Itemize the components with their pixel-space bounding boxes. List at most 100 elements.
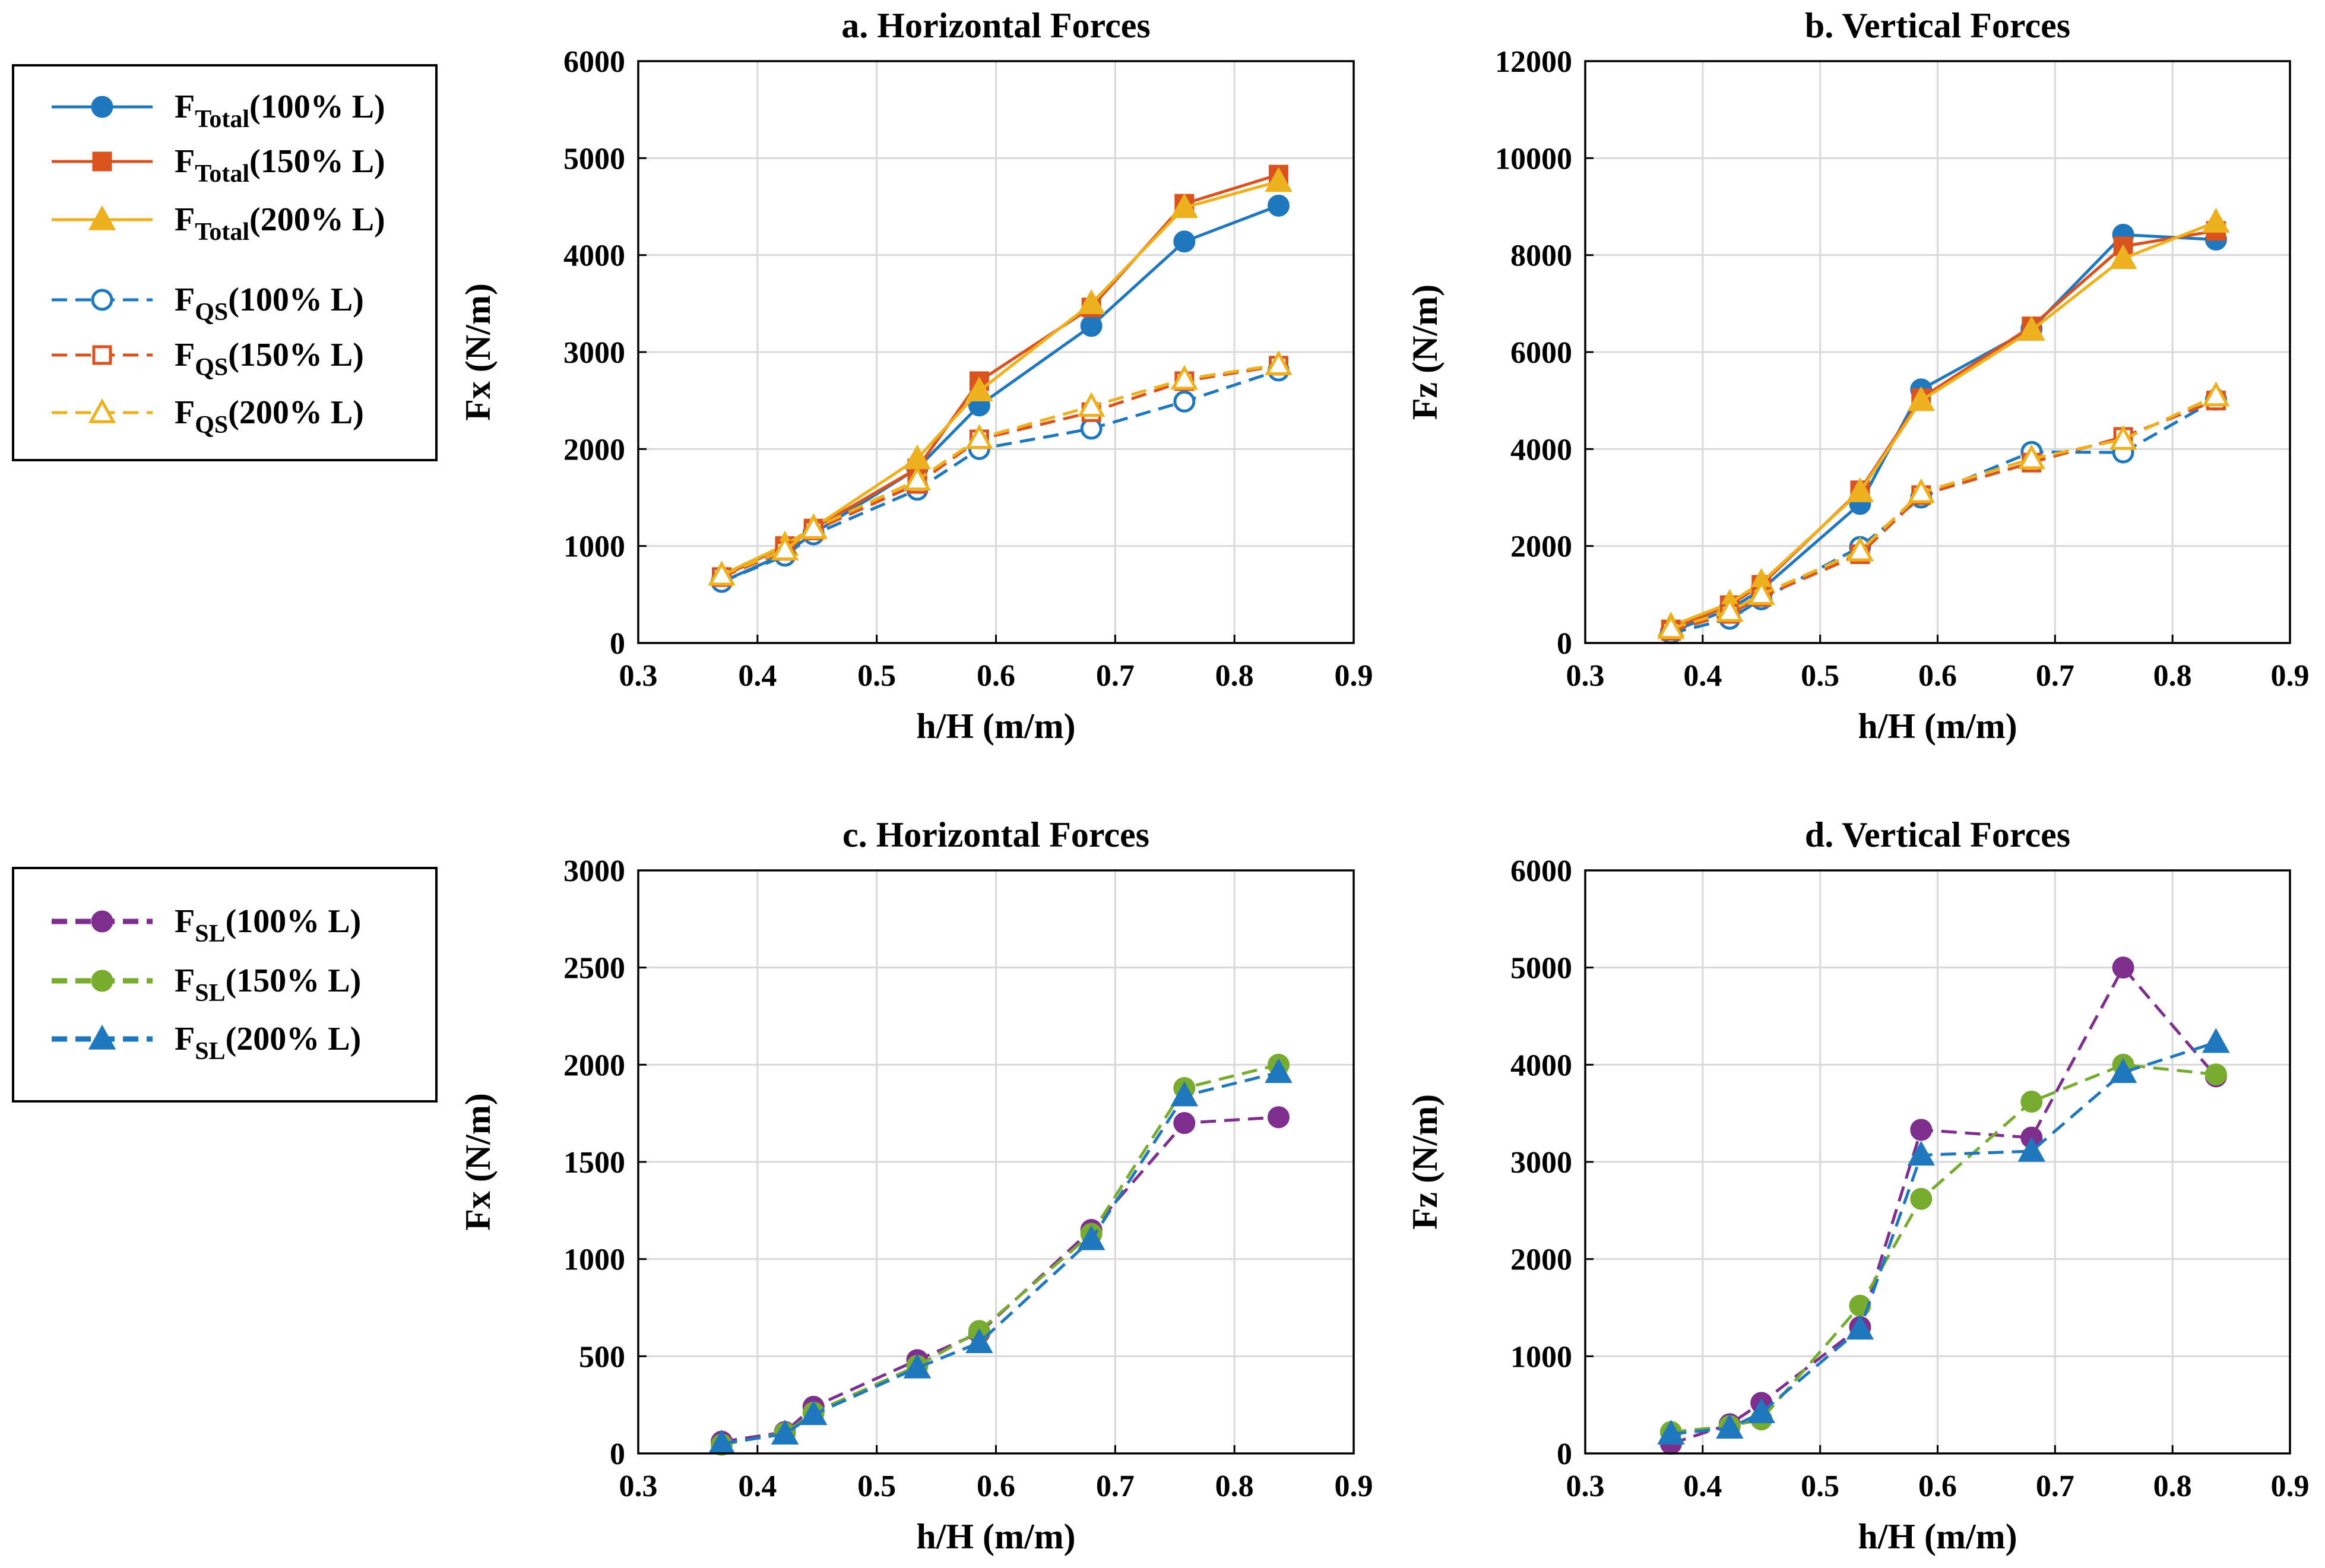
legend-top: FTotal(100% L) FTotal(150% L) FTotal(200% … [12,64,438,461]
data-point-a-total_200 [1265,167,1293,192]
chart-c: 0.3 0.4 0.5 0.6 0.7 0.8 0.9 0 500 1000 1500 2000 250… [458,815,1373,1556]
data-point-a-qs_200 [903,465,932,491]
y-tick-label-c: 500 [579,1340,625,1374]
x-tick-label-d: 0.6 [1918,1469,1957,1503]
chart-a: 0.3 0.4 0.5 0.6 0.7 0.8 0.9 0 1000 2000 3000 4000 50… [458,6,1373,746]
data-point-d-sl_100 [1910,1119,1933,1141]
data-point-a-total_100 [1080,315,1103,337]
x-tick-label-c: 0.5 [857,1469,896,1503]
data-point-b-qs_200 [1907,478,1936,503]
x-tick-label-b: 0.4 [1683,659,1722,693]
data-point-a-total_200 [1170,193,1199,218]
x-tick-label-a: 0.8 [1215,659,1254,693]
y-tick-label-c: 0 [610,1437,625,1471]
axes-frame-a [637,60,1355,644]
data-point-b-qs_200 [1747,580,1775,606]
legend-label-sl_150: FSL(150% L) [175,962,361,1007]
x-tick-label-a: 0.7 [1096,659,1135,693]
y-tick-label-a: 1000 [563,530,625,564]
data-point-d-sl_200 [1907,1141,1936,1166]
data-point-d-sl_200 [1657,1420,1685,1445]
series-line-d-sl_100 [1670,966,2218,1446]
series-line-d-sl_150 [1671,1063,2216,1434]
legend-label-qs_200: FQS(200% L) [175,394,364,439]
data-point-a-qs_200 [1170,365,1199,390]
data-point-d-sl_200 [1846,1314,1874,1340]
x-tick-label-b: 0.7 [2036,659,2074,693]
data-point-a-total_100 [1173,230,1196,253]
x-tick-label-a: 0.4 [738,659,777,693]
data-point-c-sl_200 [799,1400,828,1426]
data-point-a-qs_200 [771,536,799,560]
x-tick-label-c: 0.8 [1215,1469,1254,1503]
x-tick-label-a: 0.9 [1335,659,1373,693]
y-tick-label-a: 6000 [563,45,625,79]
y-tick-label-a: 4000 [563,239,625,273]
x-tick-label-b: 0.5 [1801,659,1839,693]
legend-label-qs_100: FQS(100% L) [175,281,364,326]
data-point-b-total_200 [2017,316,2046,341]
legend-label-sl_100: FSL(100% L) [175,903,361,948]
data-point-c-sl_200 [1077,1225,1106,1250]
x-axis-label-d: h/H (m/m) [1858,1517,2017,1556]
data-point-b-total_200 [2202,207,2230,233]
legend-label-total_150: FTotal(150% L) [175,143,385,188]
y-tick-label-b: 2000 [1510,530,1572,564]
chart-title-b: b. Vertical Forces [1805,6,2070,45]
data-point-c-sl_200 [1265,1058,1293,1084]
y-tick-label-b: 10000 [1495,142,1572,176]
y-tick-label-d: 0 [1557,1437,1572,1471]
y-axis-label-d: Fz (N/m) [1405,1094,1445,1230]
y-axis-label-a: Fx (N/m) [458,283,498,421]
y-tick-label-d: 6000 [1510,854,1572,888]
data-point-b-qs_200 [2017,444,2046,470]
data-point-a-qs_200 [1077,392,1106,417]
data-point-a-total_200 [965,376,993,402]
data-point-c-sl_200 [771,1420,799,1445]
data-point-a-total_200 [1077,289,1106,315]
data-point-d-sl_200 [1747,1398,1775,1423]
x-tick-label-b: 0.6 [1918,659,1957,693]
data-point-b-qs_200 [2109,425,2137,450]
legend-label-total_100: FTotal(100% L) [175,88,385,133]
x-tick-label-d: 0.3 [1566,1469,1605,1503]
x-tick-label-b: 0.8 [2153,659,2192,693]
x-tick-label-c: 0.4 [738,1469,777,1503]
legend-marker-qs_200 [88,398,116,423]
x-tick-label-d: 0.8 [2153,1469,2192,1503]
data-point-d-sl_150 [2020,1091,2043,1113]
y-tick-label-b: 12000 [1495,45,1572,79]
x-tick-label-b: 0.9 [2271,659,2310,693]
data-point-c-sl_100 [1267,1106,1290,1129]
x-axis-label-a: h/H (m/m) [916,707,1075,746]
data-point-b-qs_200 [2202,381,2230,407]
x-tick-label-c: 0.6 [977,1469,1015,1503]
y-tick-label-d: 1000 [1510,1340,1572,1374]
legend-label-total_200: FTotal(200% L) [175,201,385,246]
y-tick-label-d: 2000 [1510,1243,1572,1277]
x-tick-label-a: 0.3 [619,659,658,693]
data-point-d-sl_200 [2109,1058,2137,1084]
series-line-c-sl_200 [721,1070,1279,1446]
legend-bottom-frame [12,867,438,1103]
legend-top-frame [12,64,438,461]
axes-frame-d [1584,869,2291,1455]
data-point-d-sl_200 [2202,1028,2230,1053]
legend-marker-qs_150 [92,345,112,365]
chart-title-a: a. Horizontal Forces [841,6,1150,45]
data-point-c-sl_200 [903,1353,932,1379]
legend-marker-total_150 [92,151,112,172]
y-tick-label-c: 3000 [563,854,625,888]
series-line-d-sl_200 [1671,1041,2217,1436]
y-tick-label-d: 3000 [1510,1146,1572,1180]
data-point-a-qs_200 [799,514,828,539]
data-point-a-qs_200 [708,560,736,586]
y-axis-label-b: Fz (N/m) [1405,284,1445,420]
y-tick-label-c: 1500 [563,1146,625,1180]
legend-bottom: FSL(100% L) FSL(150% L) FSL(200% L) [12,867,438,1103]
data-point-c-sl_100 [1173,1112,1196,1135]
y-tick-label-b: 6000 [1510,336,1572,370]
data-point-b-total_200 [1907,386,1936,411]
x-tick-label-a: 0.6 [977,659,1015,693]
